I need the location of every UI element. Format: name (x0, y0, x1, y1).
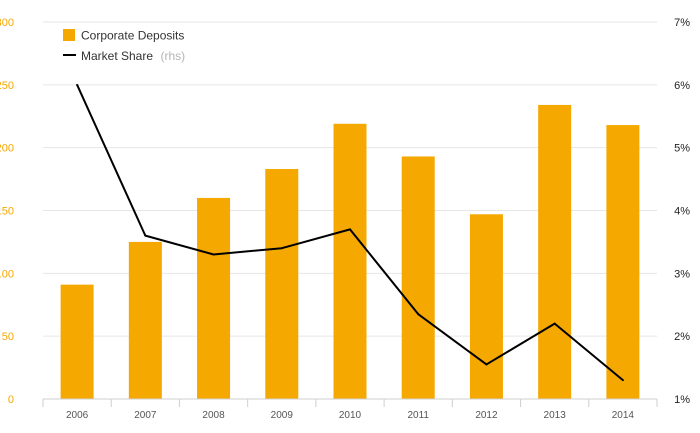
line-point (280, 247, 283, 250)
line-point (76, 83, 79, 86)
line-point (144, 234, 147, 237)
bar (197, 197, 231, 399)
bar (128, 241, 162, 399)
svg-text:Market Share (rhs): Market Share (rhs) (81, 47, 185, 64)
left-tick-label: 300 (0, 17, 14, 29)
x-axis: 2006 2007 2008 2009 2010 2011 2012 2013 2014 (42, 398, 658, 421)
line-series-market-share (76, 83, 624, 382)
line-point (349, 228, 351, 231)
bar (538, 104, 572, 399)
right-y-axis: 1% 2% 3% 4% 5% 6% 7% (674, 17, 690, 406)
x-tick-label: 2009 (271, 410, 294, 421)
x-tick-label: 2010 (339, 410, 362, 421)
left-y-axis: 0 50 100 150 200 250 300 (0, 17, 14, 406)
bar (265, 169, 299, 399)
line-point (553, 322, 556, 325)
left-tick-label: 100 (0, 268, 14, 280)
line-point (621, 379, 624, 382)
x-tick-label: 2006 (66, 410, 89, 421)
x-tick-label: 2007 (134, 410, 157, 421)
x-tick-label: 2012 (475, 410, 498, 421)
line-point (417, 313, 420, 316)
legend-label-market-share: Market Share (81, 49, 153, 63)
line-point (485, 363, 488, 366)
left-tick-label: 0 (8, 394, 14, 406)
right-tick-label: 2% (674, 331, 690, 343)
line-point (212, 253, 215, 256)
bar (401, 156, 435, 399)
bar-series-corporate-deposits (60, 104, 640, 400)
right-tick-label: 5% (674, 143, 690, 155)
bar (60, 284, 94, 399)
x-tick-label: 2011 (407, 410, 429, 421)
left-tick-label: 50 (2, 331, 14, 343)
left-tick-label: 150 (0, 206, 14, 218)
x-tick-label: 2014 (612, 410, 635, 421)
legend-label-suffix: (rhs) (160, 49, 185, 63)
legend-label-corporate-deposits: Corporate Deposits (81, 29, 184, 43)
right-tick-label: 1% (674, 394, 690, 406)
bar (606, 125, 640, 400)
bar (469, 214, 503, 399)
bar (333, 123, 367, 399)
left-tick-label: 250 (0, 80, 14, 92)
right-tick-label: 7% (674, 17, 690, 29)
x-tick-label: 2008 (202, 410, 225, 421)
left-tick-label: 200 (0, 143, 14, 155)
right-tick-label: 3% (674, 268, 690, 280)
x-tick-label: 2013 (544, 410, 567, 421)
right-tick-label: 6% (674, 80, 690, 92)
legend-swatch-corporate-deposits (63, 29, 75, 41)
right-tick-label: 4% (674, 206, 690, 218)
legend: Corporate Deposits Market Share (rhs) (63, 29, 185, 64)
